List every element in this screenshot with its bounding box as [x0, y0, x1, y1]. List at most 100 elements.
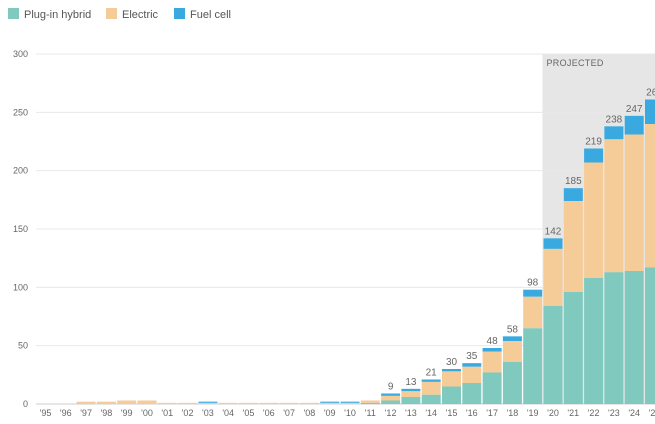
bar-plug-in-hybrid-17 [482, 372, 502, 404]
bar-electric-99 [117, 400, 137, 404]
bar-electric-15 [442, 371, 461, 387]
total-label-25: 261 [646, 88, 655, 99]
x-tick-label-20: '20 [547, 408, 559, 418]
legend-swatch-plug-in-hybrid [8, 8, 19, 19]
bar-electric-12 [381, 395, 401, 401]
bar-electric-05 [239, 402, 258, 404]
x-tick-label-19: '19 [527, 408, 539, 418]
bar-electric-04 [218, 402, 238, 404]
bar-fuel-cell-19 [523, 289, 543, 297]
x-tick-label-16: '16 [466, 408, 478, 418]
bar-electric-16 [462, 366, 482, 383]
x-tick-label-09: '09 [324, 408, 336, 418]
total-label-18: 58 [507, 324, 519, 335]
projected-label: PROJECTED [547, 58, 604, 68]
bar-plug-in-hybrid-14 [421, 394, 441, 404]
bar-plug-in-hybrid-11 [360, 402, 380, 404]
bar-plug-in-hybrid-15 [442, 386, 461, 404]
x-tick-label-99: '99 [121, 408, 133, 418]
bar-fuel-cell-15 [442, 369, 461, 372]
y-tick-label-0: 0 [23, 399, 28, 409]
bar-electric-17 [482, 351, 502, 373]
chart-legend: Plug-in hybrid Electric Fuel cell [8, 8, 231, 21]
bar-electric-19 [523, 296, 543, 329]
y-tick-label-200: 200 [13, 166, 28, 176]
x-axis: '95 '96 '97 '98 '99 '00 '01 '02 '03 '04 '05 '06 '07 '… [40, 408, 655, 418]
bar-plug-in-hybrid-25 [645, 267, 655, 404]
x-tick-label-21: '21 [567, 408, 579, 418]
legend-swatch-fuel-cell [174, 8, 185, 19]
x-tick-label-97: '97 [80, 408, 92, 418]
bar-electric-06 [259, 402, 279, 404]
legend-label-electric: Electric [122, 9, 159, 21]
bar-plug-in-hybrid-16 [462, 383, 482, 404]
bar-fuel-cell-24 [624, 115, 644, 135]
bar-fuel-cell-03 [198, 401, 218, 403]
x-tick-label-04: '04 [222, 408, 234, 418]
bar-plug-in-hybrid-18 [502, 362, 522, 404]
bar-fuel-cell-21 [563, 188, 583, 201]
bar-fuel-cell-14 [421, 379, 441, 382]
bar-electric-21 [563, 201, 583, 292]
y-tick-label-50: 50 [18, 341, 28, 351]
x-tick-label-03: '03 [202, 408, 214, 418]
total-label-23: 238 [606, 114, 623, 125]
bar-fuel-cell-18 [502, 336, 522, 341]
total-label-16: 35 [466, 351, 478, 362]
bar-electric-02 [178, 402, 198, 404]
bar-fuel-cell-20 [543, 238, 563, 249]
bar-plug-in-hybrid-13 [401, 397, 421, 404]
total-label-19: 98 [527, 278, 539, 289]
bar-electric-11 [360, 400, 380, 403]
x-tick-label-96: '96 [60, 408, 72, 418]
bar-electric-24 [624, 134, 644, 271]
x-tick-label-01: '01 [161, 408, 173, 418]
total-label-12: 9 [388, 382, 394, 393]
bar-fuel-cell-22 [584, 148, 604, 163]
x-tick-label-05: '05 [243, 408, 255, 418]
x-tick-label-13: '13 [405, 408, 417, 418]
bar-fuel-cell-23 [604, 126, 624, 140]
bar-plug-in-hybrid-22 [584, 278, 604, 404]
total-label-21: 185 [565, 176, 582, 187]
x-tick-label-22: '22 [588, 408, 600, 418]
bar-plug-in-hybrid-24 [624, 271, 644, 404]
y-axis: 0 50 100 150 200 250 300 [13, 49, 28, 409]
total-label-24: 247 [626, 104, 643, 115]
bar-plug-in-hybrid-20 [543, 306, 563, 404]
bar-plug-in-hybrid-21 [563, 292, 583, 404]
bar-electric-00 [137, 400, 157, 404]
bar-fuel-cell-25 [645, 99, 655, 124]
x-tick-label-02: '02 [182, 408, 194, 418]
bar-fuel-cell-17 [482, 348, 502, 352]
bar-fuel-cell-12 [381, 393, 401, 396]
bar-electric-20 [543, 248, 563, 306]
bar-electric-22 [584, 162, 604, 278]
total-label-20: 142 [545, 226, 562, 237]
bar-electric-08 [299, 402, 319, 404]
total-label-15: 30 [446, 357, 458, 368]
bars [76, 99, 655, 404]
x-tick-label-06: '06 [263, 408, 275, 418]
x-tick-label-95: '95 [40, 408, 52, 418]
bar-electric-09 [320, 402, 340, 404]
bar-electric-25 [645, 124, 655, 268]
bar-fuel-cell-13 [401, 388, 421, 392]
bar-electric-97 [76, 401, 96, 404]
x-tick-label-25: '25 [649, 408, 655, 418]
bar-electric-14 [421, 381, 441, 395]
x-tick-label-12: '12 [385, 408, 397, 418]
total-label-22: 219 [585, 137, 602, 148]
bar-fuel-cell-09 [320, 401, 340, 403]
y-tick-label-300: 300 [13, 49, 28, 59]
bar-electric-03 [198, 402, 218, 404]
bar-electric-18 [502, 341, 522, 362]
bar-electric-23 [604, 139, 624, 273]
bar-plug-in-hybrid-12 [381, 400, 401, 404]
x-tick-label-18: '18 [507, 408, 519, 418]
x-tick-label-10: '10 [344, 408, 356, 418]
bar-electric-01 [157, 402, 177, 404]
bar-electric-10 [340, 402, 360, 404]
total-label-13: 13 [405, 377, 417, 388]
